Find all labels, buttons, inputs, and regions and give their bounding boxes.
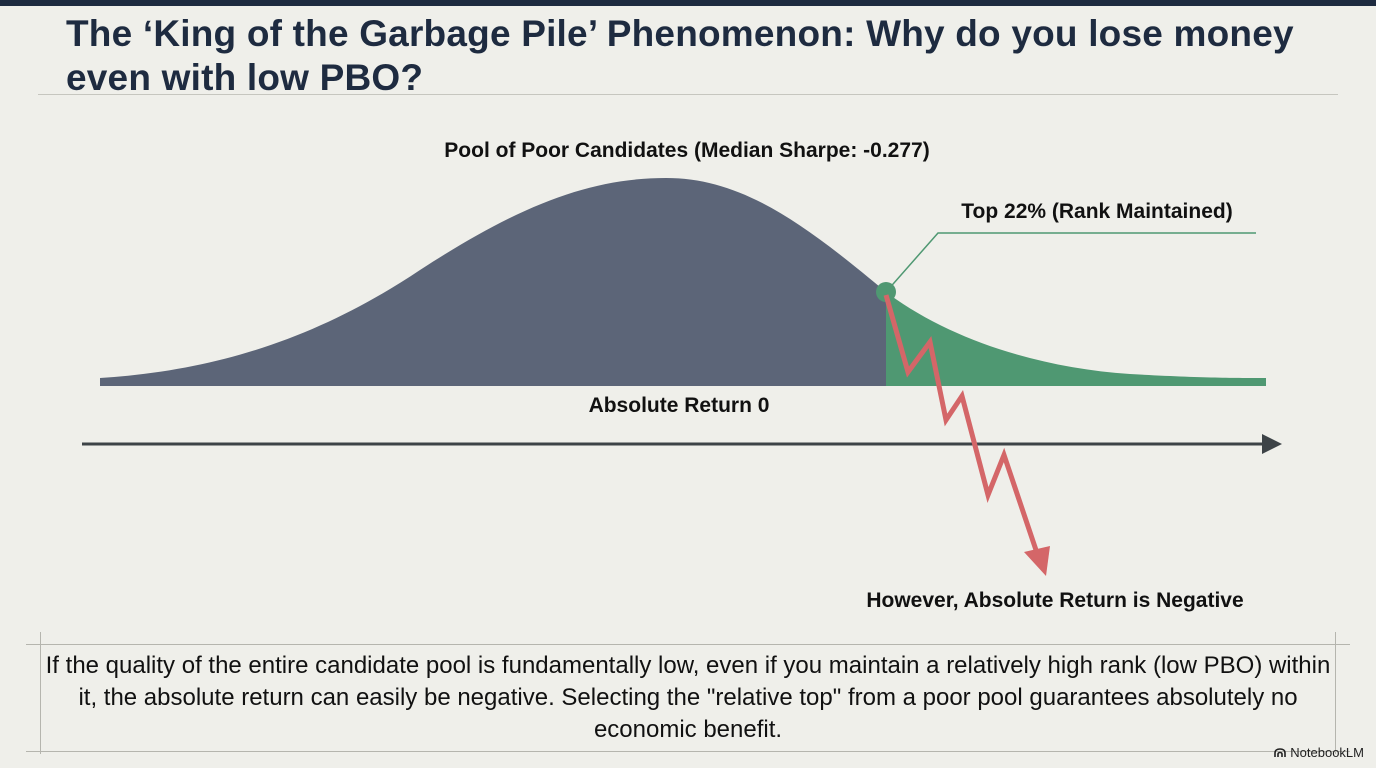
negative-drop-arrowhead <box>1024 546 1050 576</box>
distribution-diagram: Pool of Poor Candidates (Median Sharpe: … <box>82 139 1282 612</box>
brand-name: NotebookLM <box>1290 745 1364 760</box>
negative-drop-arrow <box>883 294 1041 557</box>
top-tail-area <box>886 292 1266 386</box>
top-callout-leader <box>885 232 1256 293</box>
zero-return-label: Absolute Return 0 <box>589 394 770 417</box>
notebooklm-logo-icon <box>1274 747 1287 757</box>
pool-distribution-area <box>100 178 886 386</box>
negative-return-label: However, Absolute Return is Negative <box>866 589 1243 612</box>
brand-watermark: NotebookLM <box>1274 745 1364 760</box>
slide-title: The ‘King of the Garbage Pile’ Phenomeno… <box>66 13 1294 98</box>
title-divider <box>38 94 1338 95</box>
return-axis-arrowhead <box>1262 434 1282 454</box>
footer-frame <box>26 632 1350 754</box>
top-share-label: Top 22% (Rank Maintained) <box>961 200 1232 223</box>
top-marker-dot <box>876 282 896 302</box>
pool-label: Pool of Poor Candidates (Median Sharpe: … <box>444 139 929 162</box>
top-accent-bar <box>0 0 1376 6</box>
footer-explanation: If the quality of the entire candidate p… <box>45 652 1331 743</box>
